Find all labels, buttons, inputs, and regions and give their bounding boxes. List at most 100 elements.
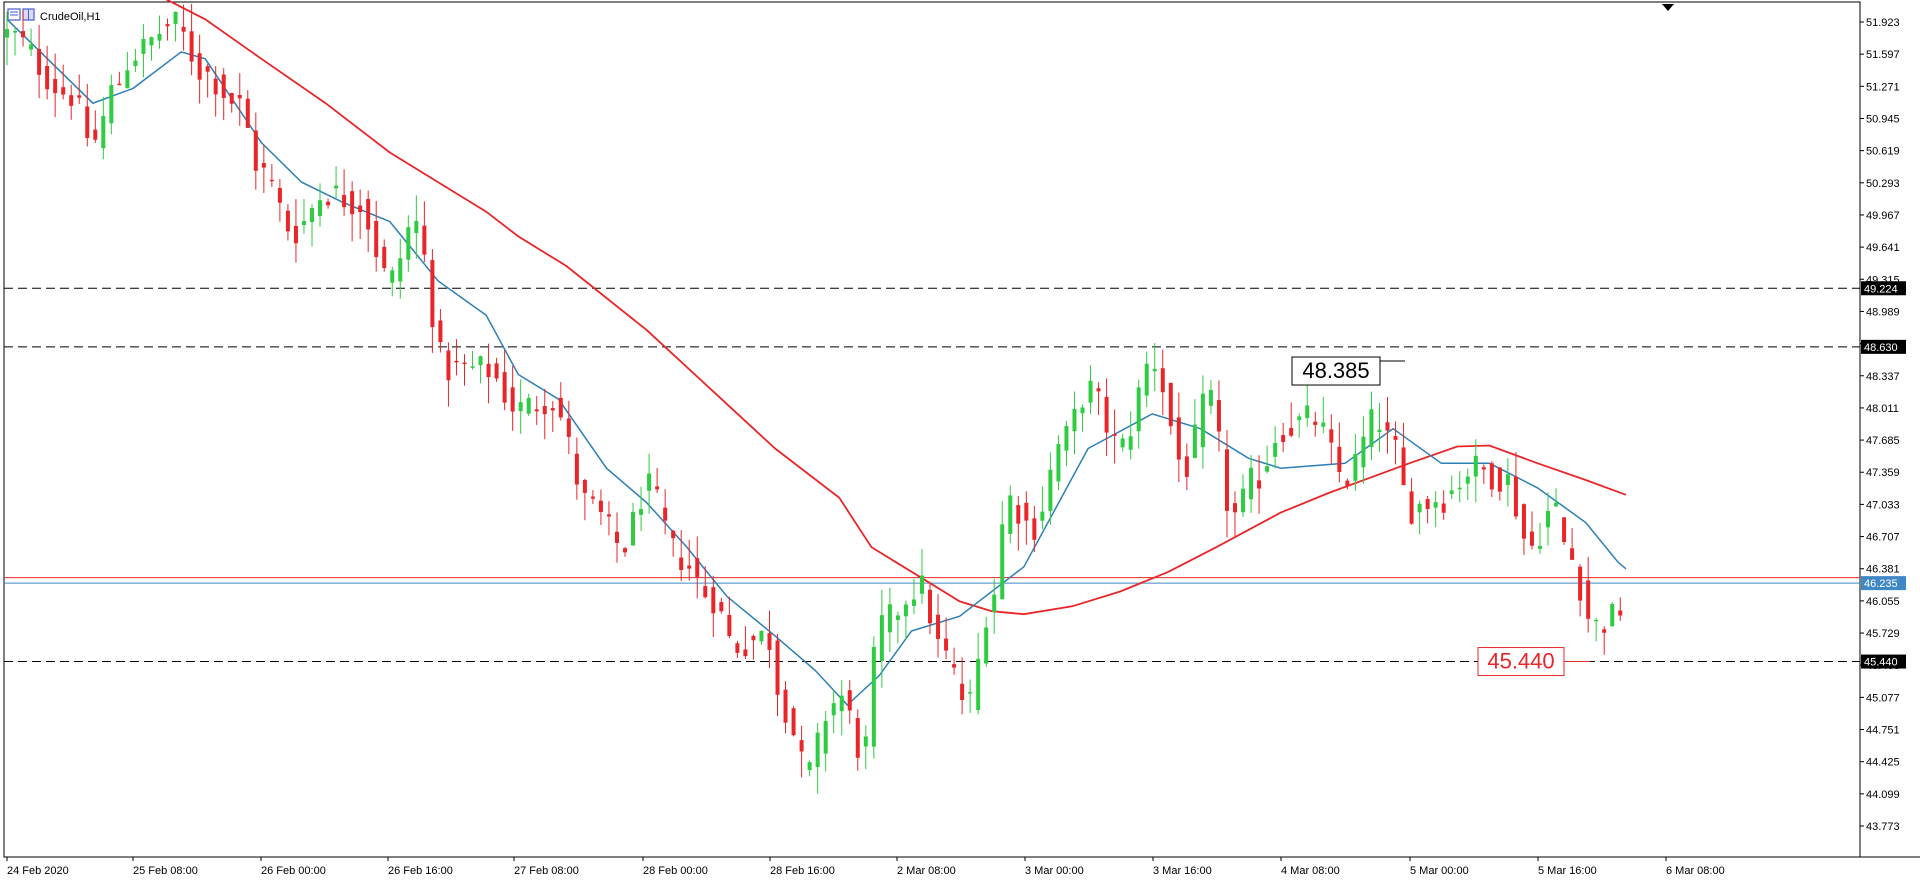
bear-candle bbox=[711, 575, 716, 638]
bull-candle bbox=[109, 74, 114, 135]
time-tick-label: 3 Mar 00:00 bbox=[1025, 865, 1084, 877]
bull-candle bbox=[895, 611, 900, 644]
price-tick-label: 50.293 bbox=[1866, 178, 1900, 190]
bear-candle bbox=[53, 53, 58, 118]
price-tick-label: 46.381 bbox=[1866, 564, 1900, 576]
bear-candle bbox=[502, 350, 507, 411]
time-tick-label: 3 Mar 16:00 bbox=[1153, 865, 1212, 877]
bear-candle bbox=[799, 725, 804, 778]
price-tick-label: 51.923 bbox=[1866, 17, 1900, 29]
bull-candle bbox=[863, 725, 868, 770]
candles bbox=[5, 3, 1623, 794]
bear-candle bbox=[598, 489, 603, 525]
time-tick-label: 5 Mar 00:00 bbox=[1410, 865, 1469, 877]
slow-moving-average-line bbox=[165, 0, 1627, 616]
bull-candle bbox=[647, 453, 652, 514]
bull-candle bbox=[125, 51, 130, 89]
price-tick-label: 50.619 bbox=[1866, 146, 1900, 158]
price-tick-label: 49.967 bbox=[1866, 210, 1900, 222]
price-tick-label: 47.359 bbox=[1866, 467, 1900, 479]
bull-candle bbox=[1208, 380, 1213, 414]
level-price-label: 49.224 bbox=[1864, 283, 1898, 295]
bear-candle bbox=[783, 681, 788, 734]
bull-candle bbox=[470, 350, 475, 370]
price-annotations[interactable]: 48.385 45.440 bbox=[1291, 356, 1590, 677]
bear-candle bbox=[1216, 380, 1221, 452]
bear-candle bbox=[791, 706, 796, 737]
bear-candle bbox=[494, 357, 499, 382]
bear-candle bbox=[422, 201, 427, 263]
current-price-label: 46.235 bbox=[1864, 578, 1898, 590]
bear-candle bbox=[679, 530, 684, 582]
bull-candle bbox=[1449, 475, 1454, 499]
bull-candle bbox=[984, 616, 989, 667]
bull-candle bbox=[406, 215, 411, 272]
time-tick-label: 25 Feb 08:00 bbox=[133, 865, 198, 877]
price-tick-label: 49.641 bbox=[1866, 242, 1900, 254]
bear-candle bbox=[181, 4, 186, 51]
bear-candle bbox=[1602, 626, 1607, 655]
bear-candle bbox=[454, 339, 459, 376]
price-tick-label: 47.033 bbox=[1866, 499, 1900, 511]
price-label-support: 45.440 bbox=[1487, 649, 1554, 674]
bear-candle bbox=[269, 164, 274, 187]
bull-candle bbox=[1080, 404, 1085, 432]
chart-title: CrudeOil,H1 bbox=[40, 11, 101, 23]
bear-candle bbox=[687, 539, 692, 581]
bear-candle bbox=[1224, 430, 1229, 538]
bear-candle bbox=[623, 546, 628, 557]
bear-candle bbox=[952, 647, 957, 675]
bear-candle bbox=[671, 529, 676, 557]
bull-candle bbox=[1000, 501, 1005, 600]
bear-candle bbox=[253, 112, 258, 190]
bull-candle bbox=[1152, 343, 1157, 392]
bull-candle bbox=[1297, 413, 1302, 438]
price-tick-label: 43.773 bbox=[1866, 821, 1900, 833]
price-label-box-high[interactable] bbox=[1291, 356, 1381, 386]
bear-candle bbox=[366, 190, 371, 253]
bear-candle bbox=[534, 396, 539, 425]
bull-candle bbox=[1088, 365, 1093, 415]
bear-candle bbox=[727, 596, 732, 639]
bear-candle bbox=[1409, 477, 1414, 525]
bull-candle bbox=[141, 24, 146, 78]
price-tick-label: 47.685 bbox=[1866, 435, 1900, 447]
symbol-menu-icon[interactable] bbox=[7, 8, 35, 21]
price-tick-label: 45.077 bbox=[1866, 692, 1900, 704]
bull-candle bbox=[1321, 397, 1326, 434]
bear-candle bbox=[855, 709, 860, 771]
bull-candle bbox=[334, 166, 339, 199]
bear-candle bbox=[326, 198, 331, 209]
time-axis-labels: 24 Feb 2020 25 Feb 08:00 26 Feb 00:00 26 Fe… bbox=[6, 857, 1725, 877]
bull-candle bbox=[871, 636, 876, 759]
bull-candle bbox=[631, 502, 636, 546]
bear-candle bbox=[1481, 464, 1486, 484]
price-label-high: 48.385 bbox=[1302, 358, 1369, 383]
bear-candle bbox=[1425, 496, 1430, 524]
bear-candle bbox=[446, 342, 451, 407]
bull-candle bbox=[1305, 383, 1310, 427]
bull-candle bbox=[992, 578, 997, 634]
bull-candle bbox=[390, 266, 395, 297]
price-tick-label: 48.989 bbox=[1866, 306, 1900, 318]
shift-marker-icon[interactable] bbox=[1662, 4, 1674, 11]
bull-candle bbox=[5, 11, 9, 66]
price-tick-label: 46.707 bbox=[1866, 532, 1900, 544]
bear-candle bbox=[221, 68, 226, 121]
bear-candle bbox=[1529, 511, 1534, 550]
bull-candle bbox=[1377, 402, 1382, 452]
bear-candle bbox=[1096, 382, 1101, 416]
bull-candle bbox=[639, 486, 644, 532]
bull-candle bbox=[1144, 351, 1149, 407]
bear-candle bbox=[1345, 478, 1350, 490]
bear-candle bbox=[21, 10, 26, 47]
bull-candle bbox=[919, 549, 924, 605]
bull-candle bbox=[13, 26, 18, 56]
bear-candle bbox=[1032, 506, 1037, 552]
moving-averages bbox=[6, 0, 1627, 707]
price-label-box-support[interactable] bbox=[1477, 647, 1565, 677]
bull-candle bbox=[968, 679, 973, 714]
